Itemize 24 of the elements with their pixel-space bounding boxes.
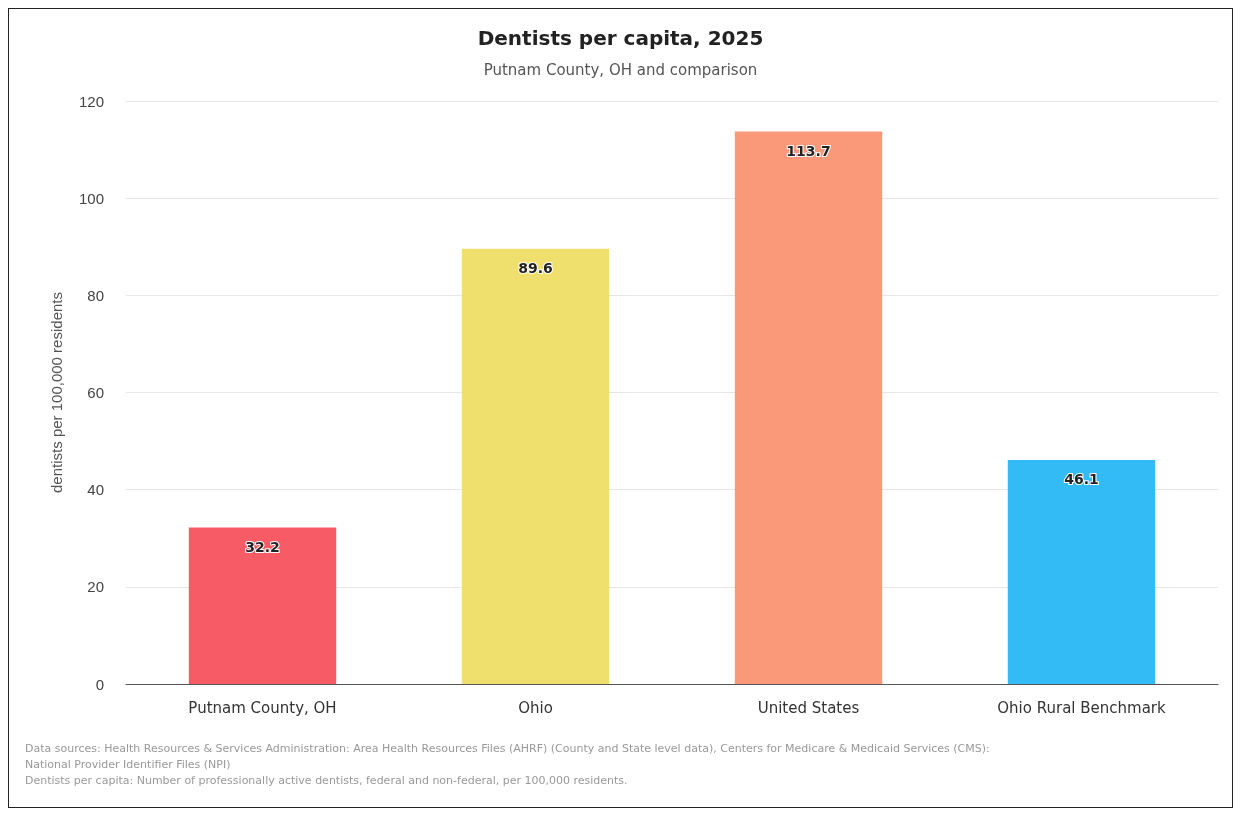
data-label: 113.7 (786, 142, 831, 159)
y-tick-label: 80 (87, 286, 104, 304)
chart-subtitle: Putnam County, OH and comparison (483, 60, 758, 79)
data-label: 89.6 (518, 259, 553, 276)
x-tick-label: Ohio (518, 698, 553, 717)
x-tick-label: Ohio Rural Benchmark (997, 698, 1167, 717)
y-tick-label: 40 (87, 481, 104, 499)
bar (461, 248, 610, 684)
bar (188, 527, 337, 684)
chart-title: Dentists per capita, 2025 (477, 26, 764, 50)
y-axis-title: dentists per 100,000 residents (48, 292, 65, 493)
y-tick-label: 60 (87, 384, 104, 401)
x-tick-label: Putnam County, OH (188, 698, 337, 717)
y-tick-label: 20 (87, 578, 104, 596)
data-label: 46.1 (1064, 471, 1099, 488)
text: Dentists per capita: Number of professionally active dentists, federal and non-federal, per 100,000 residents. (25, 773, 629, 789)
data-label: 32.2 (245, 538, 280, 555)
y-tick-label: 100 (78, 189, 104, 207)
y-tick-label: 0 (95, 675, 104, 693)
bar (734, 131, 883, 684)
y-tick-label: 120 (78, 92, 104, 110)
x-tick-label: United States (757, 698, 860, 717)
text: Data sources: Health Resources & Services Administration: Area Health Resources Files (AHRF) (County and State level data), Centers for Medicare & Medicaid Services (CMS): National Provider Identifier Files (NPI) (25, 741, 991, 773)
bar (1007, 460, 1156, 684)
